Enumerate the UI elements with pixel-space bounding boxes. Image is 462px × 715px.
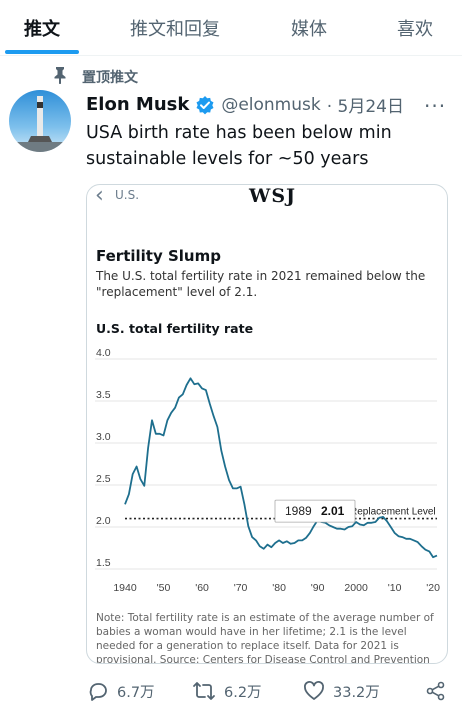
pinned-indicator: 置顶推文 bbox=[52, 66, 138, 88]
profile-tabs: 推文 推文和回复 媒体 喜欢 bbox=[0, 0, 462, 56]
share-button[interactable] bbox=[425, 680, 447, 702]
y-tick-label: 1.5 bbox=[96, 557, 111, 569]
active-tab-indicator bbox=[5, 50, 79, 54]
tab-tweets[interactable]: 推文 bbox=[24, 19, 60, 40]
x-tick-label: '10 bbox=[388, 582, 402, 594]
heart-icon bbox=[303, 680, 325, 702]
x-tick-label: 2000 bbox=[344, 582, 368, 594]
x-tick-label: '60 bbox=[195, 582, 209, 594]
tweet-date[interactable]: · 5月24日 bbox=[326, 97, 404, 117]
reply-icon bbox=[87, 680, 109, 702]
fertility-rate-line bbox=[124, 377, 438, 559]
reply-count: 6.7万 bbox=[117, 684, 155, 701]
back-label: U.S. bbox=[115, 188, 140, 202]
tab-media[interactable]: 媒体 bbox=[291, 19, 327, 40]
y-tick-label: 4.0 bbox=[96, 347, 111, 359]
avatar[interactable] bbox=[9, 90, 71, 152]
tweet-text: USA birth rate has been below min sustai… bbox=[86, 123, 392, 169]
back-chevron-icon: ‹ bbox=[95, 184, 104, 208]
y-tick-label: 2.5 bbox=[96, 473, 111, 485]
x-tick-label: '70 bbox=[234, 582, 248, 594]
chart-note: Note: Total fertility rate is an estimat… bbox=[96, 612, 434, 664]
x-tick-label: '90 bbox=[311, 582, 325, 594]
x-tick-label: '80 bbox=[272, 582, 286, 594]
reply-button[interactable]: 6.7万 bbox=[87, 680, 155, 702]
pinned-label: 置顶推文 bbox=[82, 70, 138, 86]
y-tick-label: 3.0 bbox=[96, 431, 111, 443]
chart-subtitle: The U.S. total fertility rate in 2021 re… bbox=[96, 269, 426, 299]
x-tick-label: 1940 bbox=[113, 582, 137, 594]
pin-icon bbox=[52, 66, 68, 88]
y-tick-label: 3.5 bbox=[96, 389, 111, 401]
replacement-level-label: Replacement Level bbox=[350, 507, 436, 518]
tooltip-year: 1989 bbox=[285, 504, 312, 518]
tooltip-box bbox=[274, 499, 356, 523]
article-header: ‹ U.S. WSJ bbox=[87, 185, 447, 215]
wsj-logo: WSJ bbox=[249, 185, 297, 207]
tab-likes[interactable]: 喜欢 bbox=[397, 19, 433, 40]
y-tick-label: 2.0 bbox=[96, 515, 111, 527]
like-button[interactable]: 33.2万 bbox=[303, 680, 380, 702]
tab-tweets-and-replies[interactable]: 推文和回复 bbox=[130, 19, 220, 40]
retweet-count: 6.2万 bbox=[224, 684, 262, 701]
author-name[interactable]: Elon Musk bbox=[86, 94, 190, 115]
chart-title: Fertility Slump bbox=[96, 247, 221, 265]
tweet-media-image[interactable]: ‹ U.S. WSJ Fertility Slump The U.S. tota… bbox=[86, 184, 448, 664]
chart-ylabel: U.S. total fertility rate bbox=[96, 321, 254, 336]
retweet-button[interactable]: 6.2万 bbox=[192, 680, 262, 702]
fertility-chart: 4.0 3.5 3.0 2.5 2.0 1.5 1940 '50 '60 '70 '80 '90 200… bbox=[95, 347, 440, 594]
tweet-header: Elon Musk @elonmusk · 5月24日 bbox=[86, 92, 404, 117]
tooltip-value: 2.01 bbox=[321, 504, 345, 518]
verified-badge-icon bbox=[195, 95, 215, 115]
more-options-icon[interactable]: ··· bbox=[424, 94, 447, 118]
like-count: 33.2万 bbox=[333, 684, 380, 701]
retweet-icon bbox=[192, 680, 216, 702]
tweet-actions: 6.7万 6.2万 33.2万 bbox=[0, 680, 462, 710]
share-icon bbox=[425, 680, 447, 702]
author-handle[interactable]: @elonmusk bbox=[221, 94, 321, 115]
x-tick-label: '50 bbox=[157, 582, 171, 594]
x-tick-label: '20 bbox=[426, 582, 440, 594]
